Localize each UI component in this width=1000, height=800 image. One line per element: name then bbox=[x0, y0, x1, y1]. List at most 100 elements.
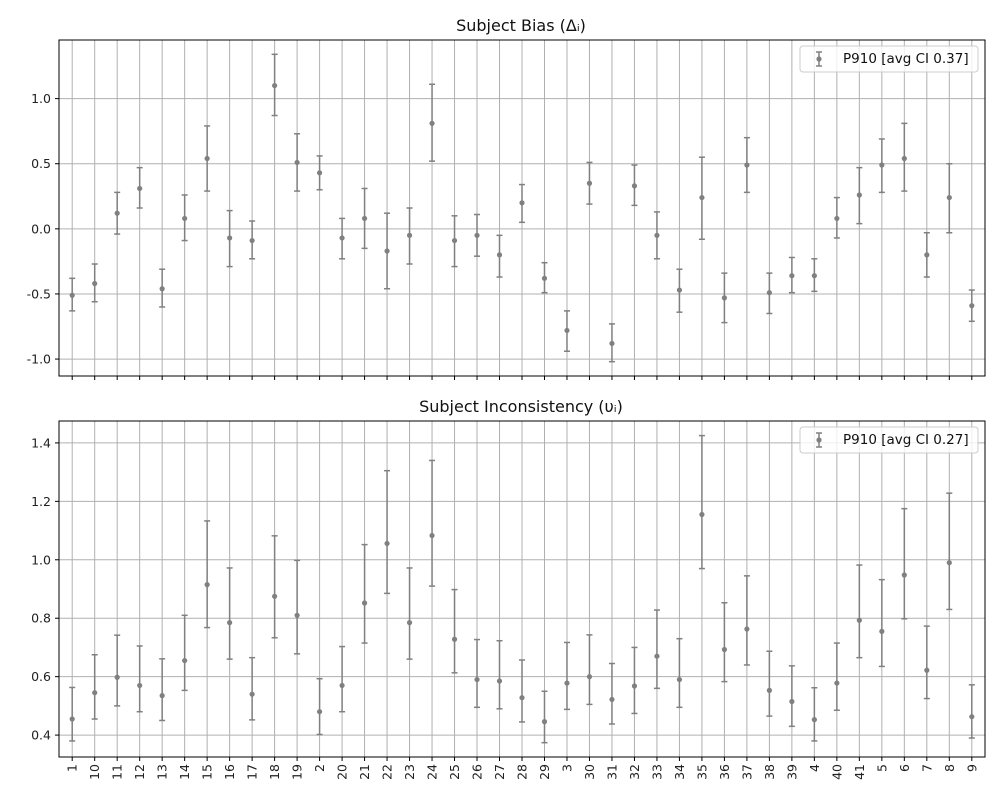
bias-legend-box bbox=[799, 45, 979, 73]
x-tick-label: 36 bbox=[717, 764, 732, 780]
data-point bbox=[721, 295, 728, 301]
inconsistency-title: Subject Inconsistency (υᵢ) bbox=[419, 397, 623, 416]
x-tick-label: 3 bbox=[559, 764, 574, 772]
data-point bbox=[384, 540, 390, 547]
data-point bbox=[137, 185, 143, 192]
inconsistency-y-axis: 0.4 0.6 0.8 1.0 1.2 1.4 bbox=[31, 435, 59, 743]
y-tick-label: 0.5 bbox=[31, 156, 51, 171]
bias-legend-label: P910 [avg CI 0.37] bbox=[843, 51, 969, 67]
x-tick-label: 9 bbox=[964, 764, 979, 772]
data-point bbox=[137, 682, 143, 689]
data-point bbox=[92, 690, 98, 696]
data-point bbox=[699, 511, 705, 518]
data-point bbox=[496, 678, 503, 684]
data-point bbox=[879, 162, 885, 168]
x-tick-label: 27 bbox=[492, 764, 507, 780]
data-point bbox=[946, 560, 952, 566]
x-tick-label: 31 bbox=[604, 764, 619, 780]
legend-point bbox=[816, 437, 822, 443]
bias-axes-frame bbox=[58, 39, 986, 377]
x-tick-label: 8 bbox=[942, 764, 957, 772]
data-point bbox=[789, 273, 795, 279]
data-point bbox=[856, 617, 862, 623]
data-point bbox=[429, 532, 435, 539]
data-point bbox=[249, 691, 255, 697]
bias-panel: Subject Bias (Δᵢ) -1.0 -0.5 0.0 0.5 1.0 P910… bbox=[27, 16, 986, 380]
x-tick-label: 41 bbox=[852, 764, 867, 780]
x-tick-label: 13 bbox=[155, 764, 170, 780]
data-point bbox=[541, 719, 548, 725]
x-tick-label: 10 bbox=[87, 764, 102, 780]
x-tick-label: 1 bbox=[65, 764, 80, 772]
x-tick-label: 2 bbox=[312, 764, 327, 772]
data-point bbox=[564, 680, 570, 686]
data-point bbox=[631, 683, 638, 689]
y-tick-label: 0.8 bbox=[31, 611, 51, 626]
x-tick-label: 14 bbox=[177, 764, 192, 780]
inconsistency-axes-frame bbox=[58, 420, 986, 758]
data-point bbox=[474, 676, 480, 683]
data-point bbox=[361, 215, 368, 222]
data-point bbox=[429, 120, 435, 126]
data-point bbox=[811, 717, 817, 723]
x-tick-label: 18 bbox=[267, 764, 282, 780]
data-point bbox=[766, 290, 772, 296]
x-tick-label: 38 bbox=[762, 764, 777, 780]
data-point bbox=[699, 194, 705, 201]
y-tick-label: 0.4 bbox=[31, 728, 51, 743]
x-tick-label: 15 bbox=[200, 764, 215, 780]
data-point bbox=[316, 709, 323, 715]
data-point bbox=[114, 210, 120, 216]
data-point bbox=[676, 676, 683, 683]
data-point bbox=[789, 698, 795, 705]
x-tick-label: 39 bbox=[784, 764, 799, 780]
data-point bbox=[811, 273, 817, 279]
data-point bbox=[204, 155, 210, 162]
x-tick-label: 22 bbox=[380, 764, 395, 780]
data-point bbox=[834, 215, 840, 222]
data-point bbox=[609, 696, 615, 703]
data-point bbox=[609, 340, 615, 347]
inconsistency-errorbars bbox=[69, 434, 975, 744]
x-tick-label: 28 bbox=[515, 764, 530, 780]
data-point bbox=[406, 232, 413, 238]
x-tick-label: 37 bbox=[739, 764, 754, 780]
data-point bbox=[676, 287, 683, 293]
data-point bbox=[564, 327, 570, 334]
data-point bbox=[901, 155, 907, 162]
data-point bbox=[834, 680, 840, 686]
bias-x-axis bbox=[71, 376, 973, 380]
inconsistency-x-axis: 1 10 11 12 13 14 15 16 17 18 19 2 20 21 22 23 24 25 26 27 28… bbox=[65, 757, 979, 780]
data-point bbox=[969, 714, 975, 720]
legend-point bbox=[816, 56, 822, 62]
inconsistency-legend-label: P910 [avg CI 0.27] bbox=[843, 432, 969, 448]
data-point bbox=[361, 600, 368, 606]
data-point bbox=[541, 275, 548, 281]
x-tick-label: 33 bbox=[649, 764, 664, 780]
data-point bbox=[654, 232, 660, 238]
data-point bbox=[946, 194, 952, 201]
y-tick-label: 0.6 bbox=[31, 669, 51, 684]
x-tick-label: 21 bbox=[357, 764, 372, 780]
data-point bbox=[969, 303, 975, 309]
x-tick-label: 26 bbox=[470, 764, 485, 780]
x-tick-label: 19 bbox=[290, 764, 305, 780]
y-tick-label: 1.0 bbox=[31, 552, 51, 567]
x-tick-label: 29 bbox=[537, 764, 552, 780]
data-point bbox=[316, 170, 323, 176]
y-tick-label: 0.0 bbox=[31, 221, 51, 236]
x-tick-label: 11 bbox=[110, 764, 125, 780]
data-point bbox=[294, 612, 300, 618]
data-point bbox=[451, 636, 458, 642]
data-point bbox=[227, 235, 233, 241]
x-tick-label: 24 bbox=[425, 764, 440, 780]
data-point bbox=[519, 200, 525, 206]
data-point bbox=[204, 582, 210, 588]
bias-errorbars bbox=[69, 53, 975, 363]
x-tick-label: 17 bbox=[245, 764, 260, 780]
data-point bbox=[227, 620, 233, 626]
data-point bbox=[92, 280, 98, 287]
x-tick-label: 35 bbox=[694, 764, 709, 780]
data-point bbox=[384, 248, 390, 254]
